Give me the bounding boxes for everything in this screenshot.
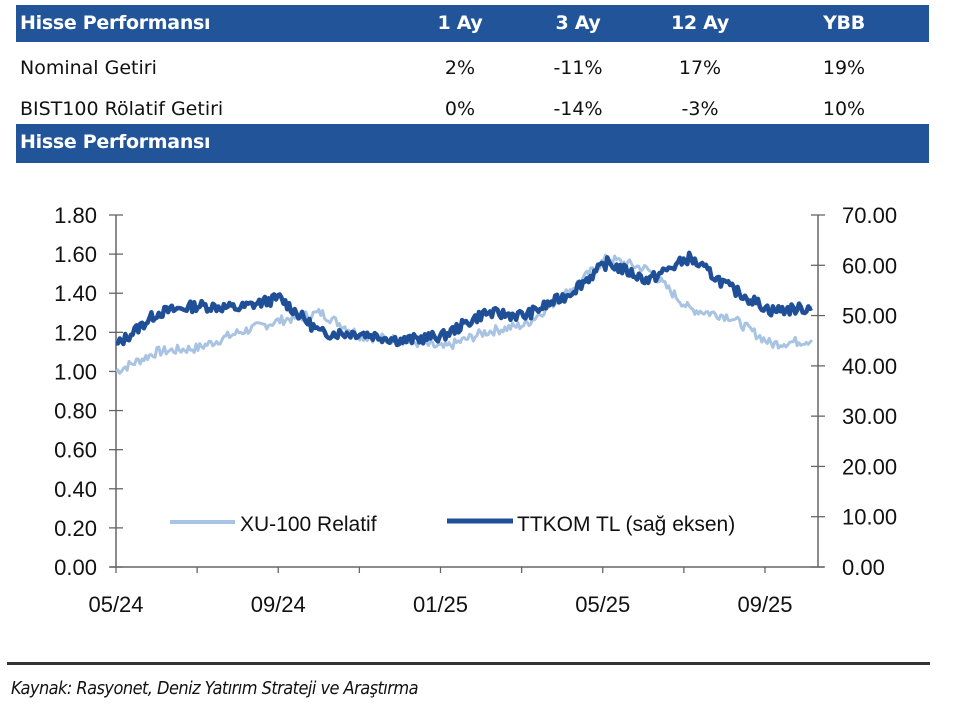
table-cell: 2%: [444, 57, 476, 79]
left-axis-tick-label: 1.40: [54, 281, 97, 306]
right-axis-tick-label: 60.00: [842, 253, 897, 278]
x-axis-tick-label: 05/24: [88, 592, 143, 617]
column-header-3m: 3 Ay: [555, 12, 601, 34]
table-cell: 10%: [822, 98, 866, 120]
series-line-ttkom-tl: [115, 250, 813, 348]
chart-section-title: Hisse Performansı: [20, 131, 211, 153]
left-axis-tick-label: 0.40: [54, 477, 97, 502]
column-header-1m: 1 Ay: [437, 12, 483, 34]
left-axis-tick-label: 0.80: [54, 399, 97, 424]
table-cell: -14%: [553, 98, 603, 120]
left-axis-tick-label: 1.80: [54, 203, 97, 228]
row-label: BIST100 Rölatif Getiri: [20, 98, 224, 120]
table-cell: -3%: [681, 98, 719, 120]
left-axis-tick-label: 1.60: [54, 242, 97, 267]
right-axis-tick-label: 10.00: [842, 505, 897, 530]
left-axis-tick-label: 0.00: [54, 555, 97, 580]
legend-label-xu100: XU-100 Relatif: [240, 513, 377, 536]
right-axis-tick-label: 20.00: [842, 454, 897, 479]
footer-divider: [7, 662, 930, 665]
legend-label-ttkom: TTKOM TL (sağ eksen): [517, 513, 735, 536]
right-axis-tick-label: 0.00: [842, 555, 885, 580]
left-axis-tick-label: 1.00: [54, 359, 97, 384]
source-note: Kaynak: Rasyonet, Deniz Yatırım Strateji…: [11, 678, 419, 699]
table-cell: 17%: [678, 57, 722, 79]
x-axis-tick-label: 09/25: [737, 592, 792, 617]
table-cell: 19%: [822, 57, 866, 79]
right-axis-tick-label: 30.00: [842, 404, 897, 429]
x-axis-tick-label: 05/25: [575, 592, 630, 617]
performance-chart: 0.00 0.20 0.40 0.60 0.80 1.00 1.20 1.40 1.60 1.80…: [54, 203, 897, 617]
row-label: Nominal Getiri: [20, 57, 157, 79]
performance-table-header: Hisse Performansı 1 Ay 3 Ay 12 Ay YBB: [16, 5, 929, 42]
x-axis-tick-label: 09/24: [251, 592, 306, 617]
table-cell: 0%: [444, 98, 476, 120]
left-axis-tick-label: 0.60: [54, 438, 97, 463]
left-axis-tick-label: 0.20: [54, 516, 97, 541]
table-row: Nominal Getiri 2% -11% 17% 19%: [0, 50, 960, 90]
column-header-ytd: YBB: [823, 12, 865, 34]
x-axis-tick-label: 01/25: [413, 592, 468, 617]
chart-section-header: Hisse Performansı: [16, 124, 929, 163]
left-axis-tick-label: 1.20: [54, 320, 97, 345]
right-axis-tick-label: 40.00: [842, 354, 897, 379]
table-row: BIST100 Rölatif Getiri 0% -14% -3% 10%: [0, 91, 960, 131]
chart-legend: XU-100 Relatif TTKOM TL (sağ eksen): [170, 513, 735, 536]
column-header-12m: 12 Ay: [671, 12, 729, 34]
chart-lines: [115, 250, 814, 375]
table-cell: -11%: [553, 57, 603, 79]
right-axis-tick-label: 70.00: [842, 203, 897, 228]
right-axis-tick-label: 50.00: [842, 304, 897, 329]
table-title: Hisse Performansı: [20, 12, 211, 34]
chart-axes: 0.00 0.20 0.40 0.60 0.80 1.00 1.20 1.40 1.60 1.80…: [54, 203, 897, 617]
series-line-xu100-relatif: [115, 253, 814, 375]
